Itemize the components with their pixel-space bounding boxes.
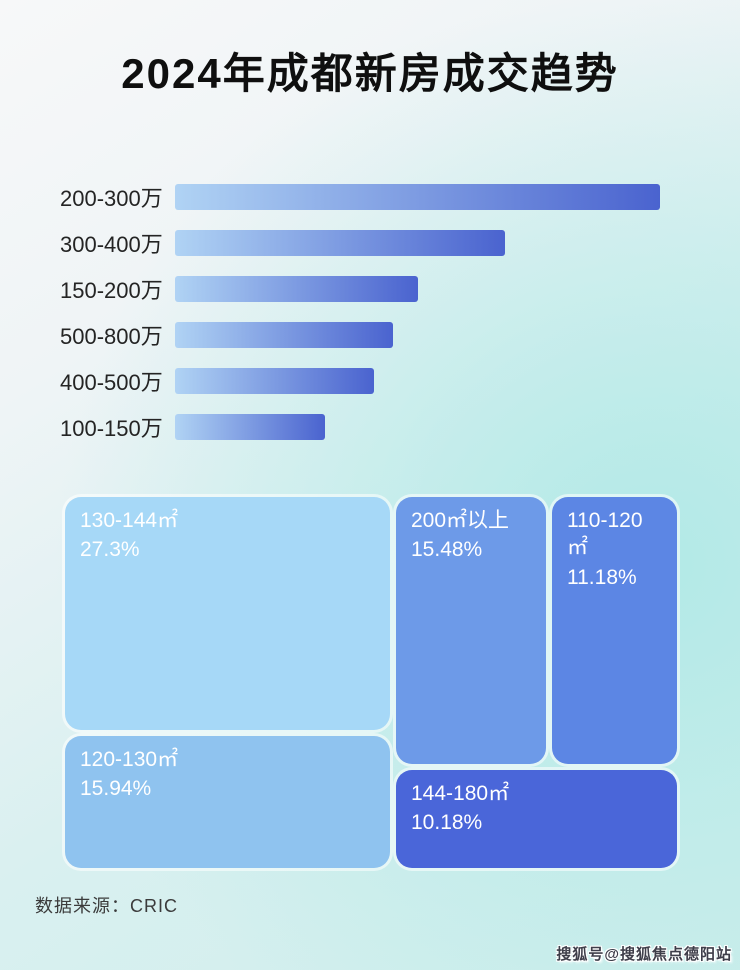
tile-label: 200㎡以上 [411,509,510,532]
data-source: 数据来源：CRIC [35,896,178,916]
page-title: 2024年成都新房成交趋势 [121,50,619,97]
tile-label: 110-120㎡ [567,509,643,560]
treemap-tile-110-120: 110-120㎡ 11.18% [552,497,677,764]
bar-row: 150-200万 [60,276,700,303]
bar [175,230,505,256]
bar-row: 200-300万 [60,184,700,211]
tile-percent: 11.18% [567,565,637,589]
tile-percent: 10.18% [411,811,483,835]
treemap-tile-130-144: 130-144㎡ 27.3% [65,497,390,730]
bar [175,322,393,348]
bar [175,276,418,302]
tile-label: 130-144㎡ [80,509,179,532]
bar-category-label: 500-800万 [60,324,163,349]
watermark: 搜狐号@搜狐焦点德阳站 [556,946,732,963]
bar-category-label: 400-500万 [60,370,163,395]
treemap-tile-120-130: 120-130㎡ 15.94% [65,736,390,868]
price-range-bar-chart: 200-300万 300-400万 150-200万 500-800万 400-… [60,184,700,441]
bar-row: 500-800万 [60,322,700,349]
bar-category-label: 150-200万 [60,278,163,303]
tile-percent: 15.48% [411,538,483,562]
bar [175,184,660,210]
bar-category-label: 100-150万 [60,416,163,441]
bar [175,368,374,394]
bar-row: 400-500万 [60,368,700,395]
tile-label: 120-130㎡ [80,748,179,771]
bar-category-label: 200-300万 [60,186,163,211]
tile-label: 144-180㎡ [411,782,510,805]
tile-percent: 27.3% [80,538,140,562]
treemap-tile-144-180: 144-180㎡ 10.18% [396,770,677,868]
area-size-treemap: 130-144㎡ 27.3% 200㎡以上 15.48% 110-120㎡ 11… [65,497,677,868]
bar-row: 300-400万 [60,230,700,257]
bar-row: 100-150万 [60,414,700,441]
treemap-tile-200-plus: 200㎡以上 15.48% [396,497,546,764]
bar-category-label: 300-400万 [60,232,163,257]
bar [175,414,325,440]
tile-percent: 15.94% [80,777,152,801]
